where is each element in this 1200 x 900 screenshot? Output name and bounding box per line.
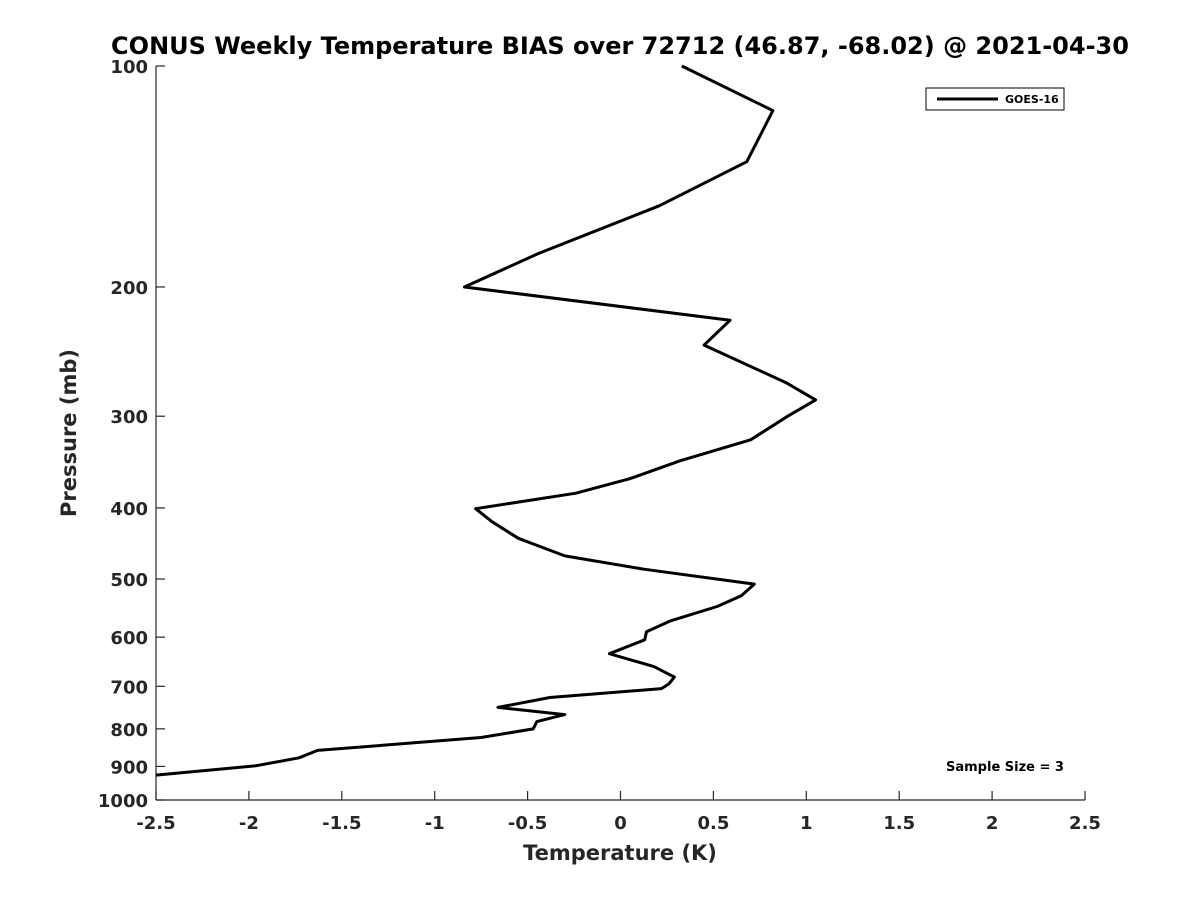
x-tick-label: -1.5 <box>322 813 361 834</box>
series-line-goes-16 <box>155 64 818 777</box>
y-tick-label: 500 <box>110 570 148 591</box>
y-axis-label: Pressure (mb) <box>57 349 81 517</box>
y-tick-label: 200 <box>110 278 148 299</box>
y-tick-label: 300 <box>110 407 148 428</box>
x-tick-label: 1.5 <box>883 813 915 834</box>
y-tick-label: 1000 <box>98 791 148 812</box>
x-tick-label: 0.5 <box>697 813 729 834</box>
x-tick-label: 1 <box>800 813 813 834</box>
y-tick-label: 700 <box>110 677 148 698</box>
x-tick-label: -0.5 <box>508 813 547 834</box>
x-tick-label: 0 <box>614 813 627 834</box>
x-tick-label: 2.5 <box>1069 813 1101 834</box>
y-tick-label: 400 <box>110 499 148 520</box>
x-ticks: -2.5 -2 -1.5 -1 -0.5 0 0.5 1 1.5 2 2.5 <box>136 791 1101 834</box>
x-tick-label: -2.5 <box>136 813 175 834</box>
x-tick-label: -2 <box>239 813 259 834</box>
plot-frame <box>155 66 1085 801</box>
x-tick-label: -1 <box>425 813 445 834</box>
legend: GOES-16 <box>925 87 1065 111</box>
y-ticks: 100 200 300 400 500 600 700 800 900 1000 <box>98 57 165 812</box>
x-tick-label: 2 <box>986 813 999 834</box>
legend-label-goes-16: GOES-16 <box>1005 93 1059 106</box>
chart-title: CONUS Weekly Temperature BIAS over 72712… <box>111 32 1129 60</box>
x-axis-label: Temperature (K) <box>523 841 717 865</box>
sample-size-annotation: Sample Size = 3 <box>946 760 1064 775</box>
series-layer <box>155 64 818 777</box>
y-tick-label: 600 <box>110 628 148 649</box>
y-tick-label: 900 <box>110 757 148 778</box>
y-tick-label: 100 <box>110 57 148 78</box>
y-tick-label: 800 <box>110 720 148 741</box>
